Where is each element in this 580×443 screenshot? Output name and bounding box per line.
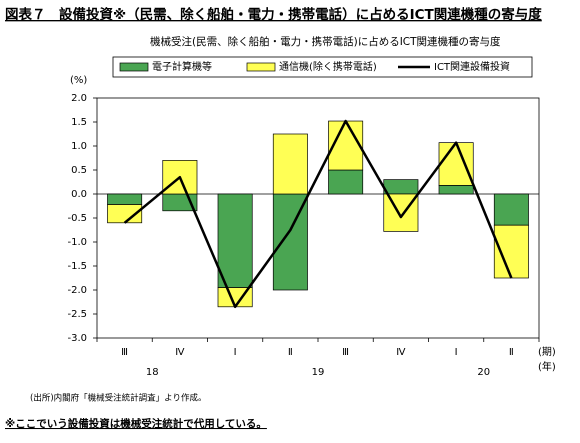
bar [438, 185, 474, 195]
chart-title: 図表７ 設備投資※（民需、除く船舶・電力・携帯電話）に占めるICT関連機種の寄与… [5, 6, 542, 23]
y-tick-label: -1.5 [67, 261, 87, 272]
year-label: 20 [477, 367, 490, 378]
y-tick-label: -2.5 [67, 309, 87, 320]
bar [162, 160, 198, 195]
legend-swatch [119, 62, 149, 72]
x-tick-label: Ⅳ [175, 347, 185, 358]
y-tick-label: -2.0 [67, 285, 87, 296]
legend-label: 通信機(除く携帯電話) [279, 60, 377, 73]
legend-box [112, 56, 533, 78]
bar [493, 193, 529, 226]
year-label: 19 [312, 367, 325, 378]
x-tick-label: Ⅲ [121, 347, 128, 358]
plot-frame [96, 97, 540, 339]
x-tick-label: Ⅰ [455, 347, 458, 358]
y-tick-label: -3.0 [67, 333, 87, 344]
bar [438, 142, 474, 186]
x-tick-label: Ⅲ [342, 347, 349, 358]
y-tick-label: 0.5 [71, 165, 87, 176]
year-label: 18 [146, 367, 159, 378]
y-tick-label: 1.0 [71, 141, 87, 152]
legend-label: 電子計算機等 [152, 60, 212, 73]
line [123, 119, 513, 309]
bar [272, 133, 308, 195]
y-tick-label: -0.5 [67, 213, 87, 224]
x-tick-label: Ⅱ [288, 347, 293, 358]
x-tick-label: Ⅰ [234, 347, 237, 358]
x-unit-quarter: (期) [538, 346, 556, 358]
legend-label: ICT関連設備投資 [434, 60, 510, 73]
y-tick-label: 0.0 [71, 189, 87, 200]
footnote: ※ここでいう設備投資は機械受注統計で代用している。 [5, 417, 267, 430]
bar [217, 193, 253, 288]
x-tick-label: Ⅳ [396, 347, 406, 358]
y-tick-label: -1.0 [67, 237, 87, 248]
x-tick-label: Ⅱ [509, 347, 514, 358]
source: (出所)内閣府「機械受注統計調査」より作成。 [30, 393, 206, 404]
y-tick-label: 1.5 [71, 117, 87, 128]
legend-swatch [246, 62, 276, 72]
y-tick-label: 2.0 [71, 93, 87, 104]
chart-subtitle: 機械受注(民需、除く船舶・電力・携帯電話)に占めるICT関連機種の寄与度 [150, 35, 501, 48]
x-unit-year: (年) [538, 360, 556, 373]
y-unit: (%) [70, 75, 87, 86]
bar [328, 169, 364, 195]
bar [383, 179, 419, 195]
bar [107, 193, 143, 205]
